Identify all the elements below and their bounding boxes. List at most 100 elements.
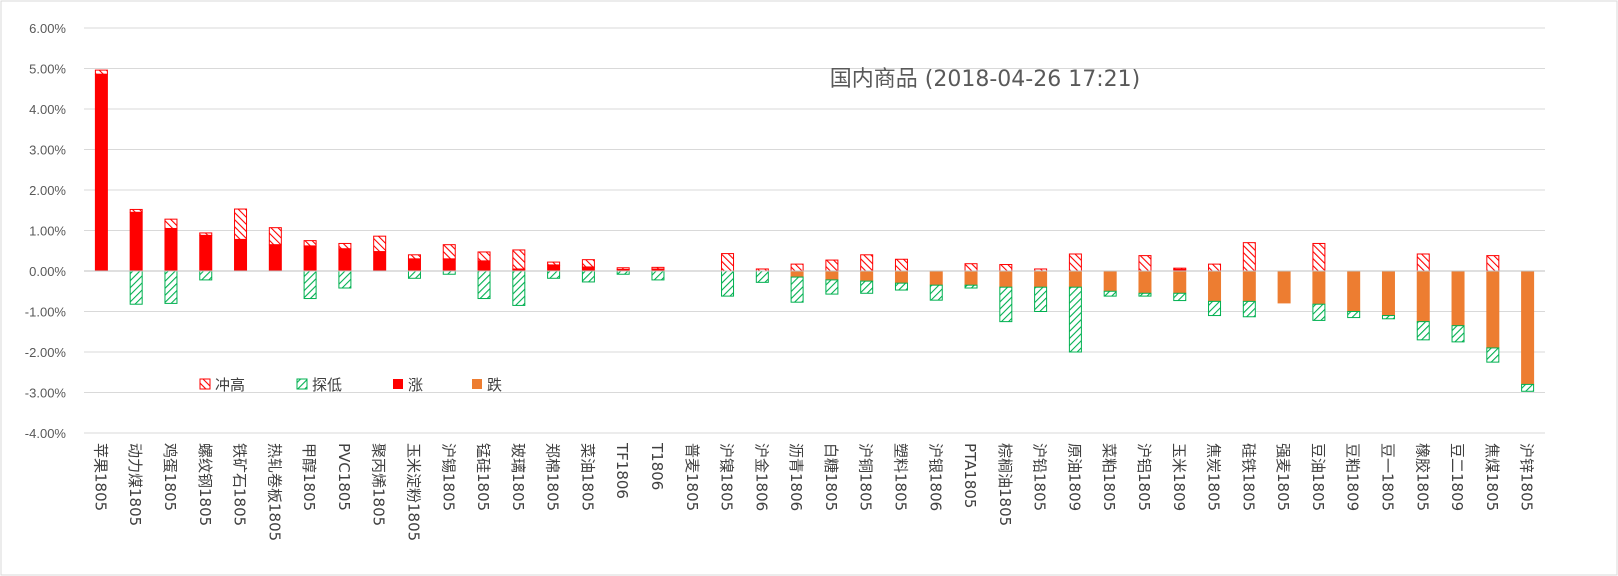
bar-high: [547, 261, 561, 266]
bar-fall: [1034, 271, 1048, 288]
bar-fall: [1486, 271, 1500, 348]
x-tick-label: 苹果1805: [91, 443, 109, 511]
bar-low: [338, 270, 352, 289]
x-tick-label: 沪铜1805: [857, 443, 875, 511]
bar-fall: [860, 271, 874, 282]
legend-swatch: [393, 379, 403, 389]
bar-rise: [199, 235, 213, 271]
bar-rise: [234, 239, 248, 271]
bar-high: [1208, 263, 1222, 272]
bar-fall: [1347, 271, 1361, 312]
bar-low: [1103, 290, 1117, 297]
bar-high: [581, 259, 595, 268]
bar-low: [547, 270, 561, 279]
bar-fall: [1277, 271, 1291, 304]
bar-low: [1208, 300, 1222, 317]
bar-rise: [407, 258, 421, 271]
bar-low: [1138, 292, 1152, 297]
grid-lines: [84, 27, 1545, 434]
bar-fall: [1312, 271, 1326, 305]
bar-high: [234, 208, 248, 240]
y-tick-label: 3.00%: [29, 143, 66, 158]
bar-high: [94, 69, 108, 75]
bar-low: [1521, 383, 1535, 392]
legend-label: 冲高: [215, 376, 245, 394]
y-tick-label: -4.00%: [25, 426, 67, 441]
bar-high: [164, 218, 178, 229]
bar-fall: [790, 271, 804, 278]
x-tick-label: 沥青1806: [787, 443, 805, 511]
legend-label: 探低: [312, 376, 342, 394]
x-tick-label: 强麦1805: [1274, 443, 1292, 511]
bar-high: [1416, 253, 1430, 272]
x-tick-label: 沪银1806: [926, 443, 944, 511]
bar-high: [616, 267, 630, 270]
bar-rise: [651, 268, 665, 271]
x-tick-label: 菜粕1805: [1100, 443, 1118, 511]
bar-low: [894, 282, 908, 291]
bar-high: [651, 266, 665, 270]
bar-high: [199, 232, 213, 236]
x-tick-label: 玉米淀粉1805: [404, 443, 422, 541]
x-axis-labels: 苹果1805 动力煤1805 鸡蛋1805 螺纹钢1805 铁矿石1805 热轧卷板180…: [91, 442, 1535, 541]
bar-high: [477, 251, 491, 262]
y-tick-label: 5.00%: [29, 62, 66, 77]
bar-low: [1068, 286, 1082, 353]
x-tick-label: 沪铝1805: [1135, 443, 1153, 511]
bar-high: [268, 227, 282, 246]
x-tick-label: 硅铁1805: [1239, 443, 1257, 511]
y-tick-label: 0.00%: [29, 264, 66, 279]
bar-high: [1312, 242, 1326, 272]
bar-rise: [164, 228, 178, 271]
y-tick-label: -1.00%: [25, 305, 67, 320]
bar-low: [512, 270, 526, 306]
bar-fall: [1208, 271, 1222, 302]
y-axis-ticks: -4.00% -3.00% -2.00% -1.00% 0.00% 1.00% 2.00% 3…: [25, 21, 67, 441]
x-tick-label: 锰硅1805: [474, 443, 492, 511]
bar-rise: [581, 266, 595, 271]
x-tick-label: 沪铅1805: [1031, 443, 1049, 511]
bar-rise: [303, 245, 317, 271]
x-tick-label: 沪锡1805: [439, 443, 457, 511]
bar-high: [894, 258, 908, 272]
bar-high: [338, 242, 352, 250]
bar-low: [1486, 347, 1500, 363]
x-tick-label: 原油1809: [1065, 443, 1083, 511]
legend-item: 跌: [472, 376, 502, 394]
bar-high: [964, 263, 978, 272]
bar-fall: [894, 271, 908, 284]
bar-low: [581, 270, 595, 283]
bar-fall: [1138, 271, 1152, 294]
bar-high: [129, 208, 143, 213]
bar-low: [1312, 303, 1326, 321]
legend-swatch: [199, 378, 211, 390]
x-tick-label: 橡胶1805: [1413, 443, 1431, 511]
x-tick-label: 塑料1805: [891, 443, 909, 511]
bar-low: [964, 284, 978, 289]
bar-low: [303, 270, 317, 300]
y-tick-label: -2.00%: [25, 345, 67, 360]
legend: 冲高 探低 涨 跌: [199, 376, 502, 394]
bar-high: [1068, 253, 1082, 272]
x-tick-label: 豆二1809: [1448, 443, 1466, 511]
bar-low: [825, 279, 839, 295]
x-tick-label: 甲醇1805: [300, 443, 318, 511]
bar-fall: [1381, 271, 1395, 316]
x-tick-label: 沪锌1805: [1518, 443, 1536, 511]
x-tick-label: 玉米1809: [1170, 443, 1188, 511]
bar-fall: [1103, 271, 1117, 292]
bar-low: [1451, 325, 1465, 343]
x-tick-label: 热轧卷板1805: [265, 443, 283, 541]
x-tick-label: 沪镍1805: [718, 443, 736, 511]
bar-fall: [1451, 271, 1465, 326]
bar-high: [1486, 255, 1500, 272]
legend-label: 跌: [487, 376, 502, 394]
bar-low: [164, 270, 178, 304]
x-tick-label: 玻璃1805: [509, 443, 527, 511]
legend-swatch: [296, 378, 308, 390]
x-tick-label: PTA1805: [961, 443, 979, 508]
x-tick-label: PVC1805: [335, 443, 353, 511]
bar-high: [860, 254, 874, 272]
bar-high: [512, 249, 526, 270]
